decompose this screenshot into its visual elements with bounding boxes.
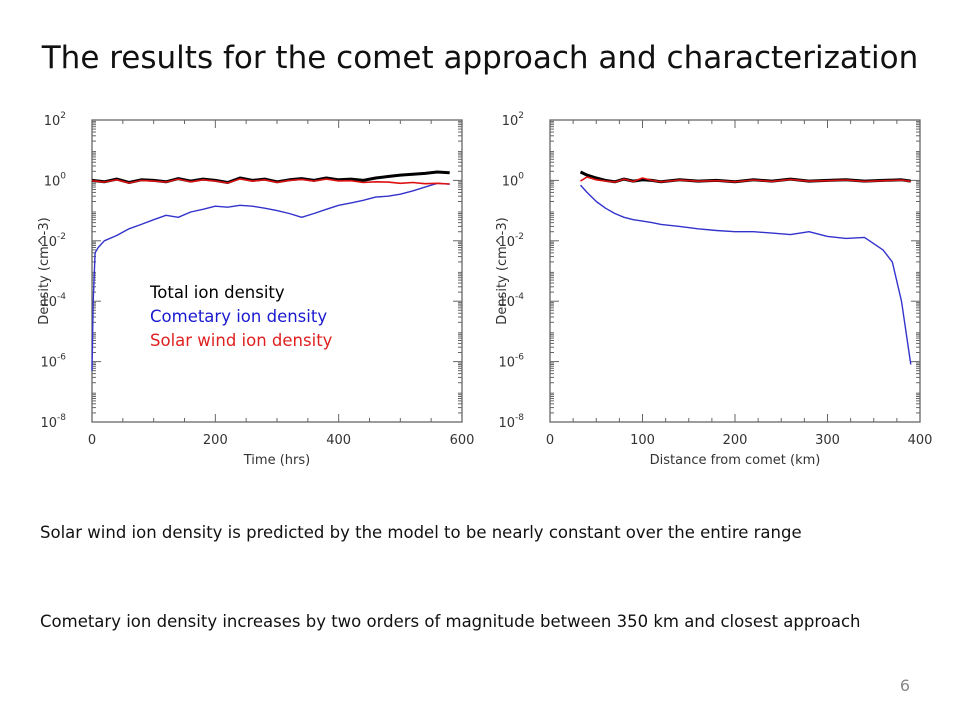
- caption-solar-wind: Solar wind ion density is predicted by t…: [40, 523, 802, 542]
- chart-legend: Total ion density Cometary ion density S…: [150, 281, 332, 353]
- plot-frame: [549, 119, 921, 423]
- y-tick-label: 102: [502, 111, 524, 129]
- series-solar-wind-ion-density: [91, 178, 450, 185]
- x-tick-label: 0: [546, 433, 554, 448]
- x-tick-label: 0: [88, 433, 96, 448]
- x-tick-label: 600: [450, 433, 475, 448]
- time-density-chart: 0 200 400 600 102 100 10-2 10-4 10-6 10-8 Time (hr…: [37, 111, 475, 468]
- y-axis-label: Density (cm^-3): [37, 217, 52, 324]
- distance-density-chart: 0 100 200 300 400 102 100 10-2 10-4 10-6 10-8 Dista…: [495, 111, 933, 468]
- series-solar-wind-ion-density: [580, 176, 911, 183]
- legend-solar-wind-ion-density: Solar wind ion density: [150, 331, 333, 350]
- series-cometary-ion-density: [91, 182, 450, 371]
- x-axis-label: Distance from comet (km): [650, 453, 821, 468]
- series-cometary-ion-density: [579, 184, 912, 365]
- legend-cometary-ion-density: Cometary ion density: [150, 307, 328, 326]
- x-axis-label: Time (hrs): [243, 453, 310, 468]
- y-tick-label: 10-2: [498, 232, 524, 250]
- y-tick-label: 10-2: [40, 232, 66, 250]
- y-tick-label: 10-4: [40, 292, 66, 310]
- y-tick-label: 10-8: [40, 413, 66, 431]
- y-tick-label: 102: [44, 111, 66, 129]
- y-tick-label: 10-6: [498, 353, 524, 371]
- slide-title: The results for the comet approach and c…: [41, 40, 919, 76]
- caption-cometary: Cometary ion density increases by two or…: [40, 612, 861, 631]
- y-tick-label: 10-4: [498, 292, 524, 310]
- x-tick-label: 200: [203, 433, 228, 448]
- x-tick-label: 400: [908, 433, 933, 448]
- y-tick-label: 10-8: [498, 413, 524, 431]
- x-tick-label: 100: [630, 433, 655, 448]
- y-tick-label: 10-6: [40, 353, 66, 371]
- y-axis-label: Density (cm^-3): [495, 217, 510, 324]
- y-tick-label: 100: [44, 171, 67, 189]
- x-tick-label: 300: [815, 433, 840, 448]
- x-tick-label: 200: [723, 433, 748, 448]
- plot-frame: [91, 119, 463, 423]
- y-tick-label: 100: [502, 171, 525, 189]
- page-number: 6: [899, 676, 910, 695]
- x-tick-label: 400: [326, 433, 351, 448]
- legend-total-ion-density: Total ion density: [150, 283, 285, 302]
